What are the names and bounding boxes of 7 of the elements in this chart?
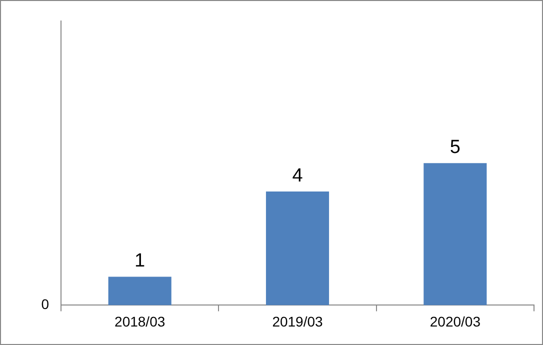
x-tick-label: 2020/03 (430, 313, 481, 330)
data-label: 5 (450, 136, 460, 158)
x-tick-label: 2018/03 (114, 313, 166, 330)
x-tick-label: 2019/03 (272, 313, 324, 330)
data-label: 1 (134, 250, 146, 272)
text: 0 (41, 296, 50, 312)
data-label: 4 (292, 165, 304, 186)
